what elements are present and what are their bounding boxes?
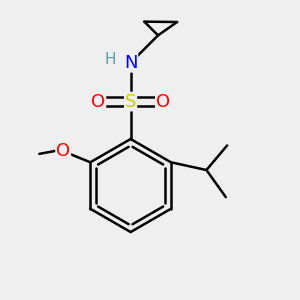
Text: H: H [104, 52, 116, 67]
Text: N: N [124, 54, 137, 72]
Text: O: O [156, 92, 170, 110]
Text: O: O [91, 92, 105, 110]
Text: O: O [56, 142, 70, 160]
Text: S: S [125, 92, 136, 110]
